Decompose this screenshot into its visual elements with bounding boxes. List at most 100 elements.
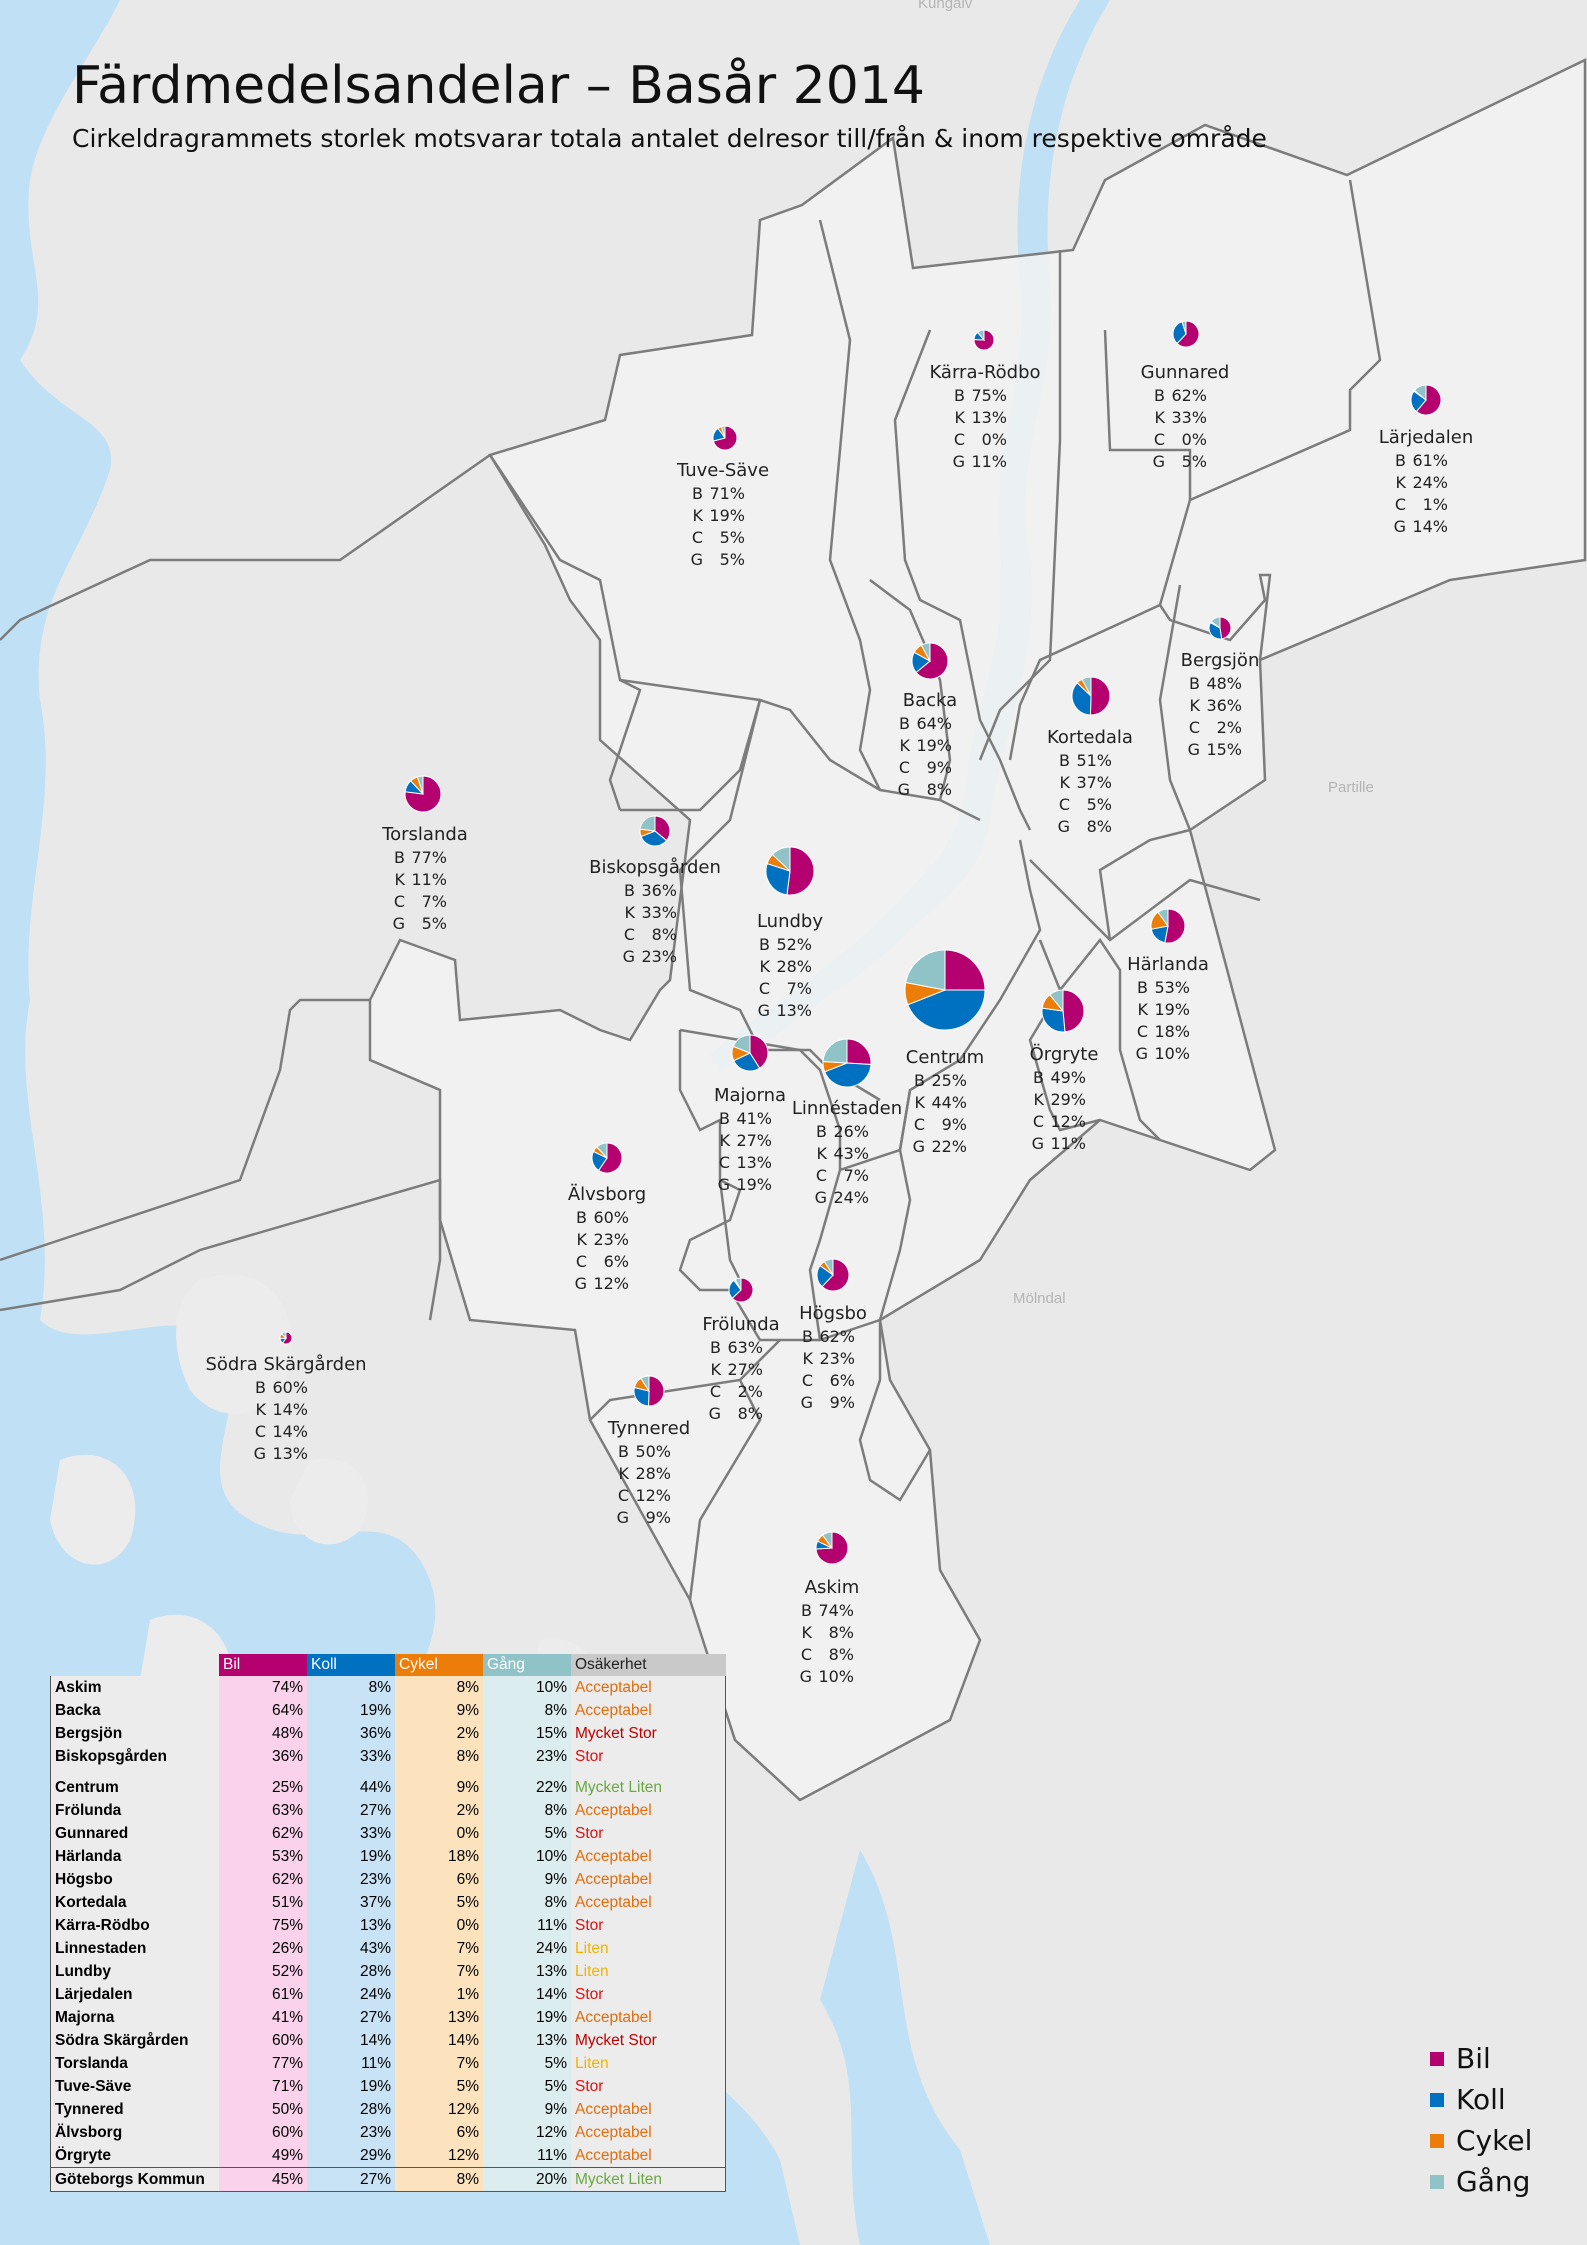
- district-name: Örgryte: [1030, 1043, 1099, 1065]
- stat-letter: K: [1138, 1000, 1149, 1019]
- table-row: Kortedala 51% 37% 5% 8% Acceptabel: [50, 1891, 726, 1914]
- cell-koll: 37%: [307, 1891, 395, 1914]
- cell-osakerhet: Acceptabel: [571, 2121, 726, 2144]
- stat-letter: G: [393, 914, 405, 933]
- pie-slice-hogsbo-bil: [821, 1258, 850, 1292]
- legend-swatch: [1430, 2133, 1444, 2148]
- cell-osakerhet: Stor: [571, 1914, 726, 1937]
- table-row: Frölunda 63% 27% 2% 8% Acceptabel: [50, 1799, 726, 1822]
- stat-value-cykel: 0%: [982, 430, 1007, 449]
- district-name: Askim: [805, 1577, 860, 1598]
- stat-value-bil: 63%: [727, 1338, 763, 1357]
- district-name: Tuve-Säve: [676, 460, 769, 481]
- cell-cykel: 7%: [395, 2052, 483, 2075]
- district-name: Lärjedalen: [1379, 427, 1473, 448]
- stat-value-koll: 11%: [411, 870, 447, 889]
- stat-value-koll: 8%: [829, 1623, 854, 1642]
- label-torslanda: Torslanda B 77% K 11% C 7% G 5%: [381, 824, 468, 933]
- stat-letter: K: [1155, 408, 1166, 427]
- cell-region: Torslanda: [50, 2052, 219, 2075]
- pie-slice-biskopsgarden-gang: [639, 815, 656, 832]
- cell-gang: 10%: [483, 1845, 571, 1868]
- stat-value-koll: 19%: [1154, 1000, 1190, 1019]
- stat-value-koll: 19%: [709, 506, 745, 525]
- cell-bil: 64%: [219, 1699, 307, 1722]
- stat-value-cykel: 6%: [830, 1371, 855, 1390]
- table-row: Majorna 41% 27% 13% 19% Acceptabel: [50, 2006, 726, 2029]
- table-row: Härlanda 53% 19% 18% 10% Acceptabel: [50, 1845, 726, 1868]
- stat-value-gang: 24%: [833, 1188, 869, 1207]
- cell-cykel: 2%: [395, 1799, 483, 1822]
- stat-value-bil: 49%: [1050, 1068, 1086, 1087]
- stat-value-gang: 5%: [720, 550, 745, 569]
- legend-label: Koll: [1456, 2083, 1506, 2116]
- stat-letter: C: [624, 925, 635, 944]
- pie-biskopsgarden: [639, 815, 671, 847]
- pie-majorna: [731, 1034, 769, 1072]
- cell-koll: 29%: [307, 2144, 395, 2168]
- district-name: Högsbo: [799, 1303, 867, 1324]
- table-header-osakerhet: Osäkerhet: [571, 1654, 726, 1676]
- pie-slice-orgryte-gang: [1049, 989, 1064, 1013]
- cell-cykel: 7%: [395, 1937, 483, 1960]
- stat-letter: G: [953, 452, 965, 471]
- cell-bil: 62%: [219, 1868, 307, 1891]
- cell-koll: 23%: [307, 2121, 395, 2144]
- district-name: Linnéstaden: [792, 1098, 902, 1119]
- cell-koll: 28%: [307, 2098, 395, 2121]
- cell-koll: 27%: [307, 2006, 395, 2029]
- cell-cykel: 1%: [395, 1983, 483, 2006]
- cell-bil: 71%: [219, 2075, 307, 2098]
- island: [176, 1274, 292, 1414]
- stat-letter: B: [618, 1442, 629, 1461]
- label-sodra-skargarden: Södra Skärgården B 60% K 14% C 14% G 13%: [205, 1354, 366, 1463]
- label-tynnered: Tynnered B 50% K 28% C 12% G 9%: [607, 1418, 690, 1527]
- pie-charts: [279, 320, 1442, 1565]
- pie-slice-frolunda-gang: [734, 1277, 742, 1291]
- stat-letter: B: [576, 1208, 587, 1227]
- cell-bil: 53%: [219, 1845, 307, 1868]
- cell-gang: 10%: [483, 1676, 571, 1699]
- stat-value-cykel: 7%: [787, 979, 812, 998]
- cell-region: Gunnared: [50, 1822, 219, 1845]
- table-row: Torslanda 77% 11% 7% 5% Liten: [50, 2052, 726, 2075]
- stat-value-bil: 60%: [593, 1208, 629, 1227]
- stat-value-gang: 14%: [1412, 517, 1448, 536]
- stat-value-gang: 15%: [1206, 740, 1242, 759]
- pie-tynnered: [633, 1375, 665, 1407]
- stat-letter: K: [1060, 773, 1071, 792]
- stat-letter: C: [1137, 1022, 1148, 1041]
- legend-item-koll: Koll: [1430, 2079, 1532, 2120]
- cell-region: Lärjedalen: [50, 1983, 219, 2006]
- cell-osakerhet: Acceptabel: [571, 1799, 726, 1822]
- pie-slice-karra-rodbo-bil: [973, 329, 995, 351]
- stat-value-koll: 28%: [776, 957, 812, 976]
- pie-slice-sodra-skargarden-gang: [280, 1331, 287, 1340]
- cell-cykel: 12%: [395, 2144, 483, 2168]
- pie-slice-lundby-koll: [765, 862, 791, 896]
- stat-value-bil: 41%: [736, 1109, 772, 1128]
- stat-letter: B: [759, 935, 770, 954]
- stat-letter: G: [623, 947, 635, 966]
- table-total-row: Göteborgs Kommun 45% 27% 8% 20% Mycket Liten: [50, 2167, 726, 2192]
- stat-value-cykel: 5%: [1087, 795, 1112, 814]
- pie-slice-biskopsgarden-bil: [654, 815, 671, 842]
- stat-letter: K: [395, 870, 406, 889]
- table-header-cykel: Cykel: [395, 1654, 483, 1676]
- spacer-cell: [483, 1768, 571, 1776]
- label-frolunda: Frölunda B 63% K 27% C 2% G 8%: [702, 1314, 779, 1423]
- stat-letter: C: [899, 758, 910, 777]
- cell-cykel: 5%: [395, 2075, 483, 2098]
- pie-slice-orgryte-koll: [1041, 1007, 1066, 1033]
- stat-letter: B: [1033, 1068, 1044, 1087]
- cell-bil: 50%: [219, 2098, 307, 2121]
- label-kortedala: Kortedala B 51% K 37% C 5% G 8%: [1047, 727, 1133, 836]
- stat-value-bil: 61%: [1412, 451, 1448, 470]
- cell-bil: 48%: [219, 1722, 307, 1745]
- cell-koll: 24%: [307, 1983, 395, 2006]
- pie-slice-linnestaden-gang: [822, 1038, 848, 1064]
- stat-letter: B: [954, 386, 965, 405]
- cell-region: Centrum: [50, 1776, 219, 1799]
- cell-region: Tynnered: [50, 2098, 219, 2121]
- cell-region: Bergsjön: [50, 1722, 219, 1745]
